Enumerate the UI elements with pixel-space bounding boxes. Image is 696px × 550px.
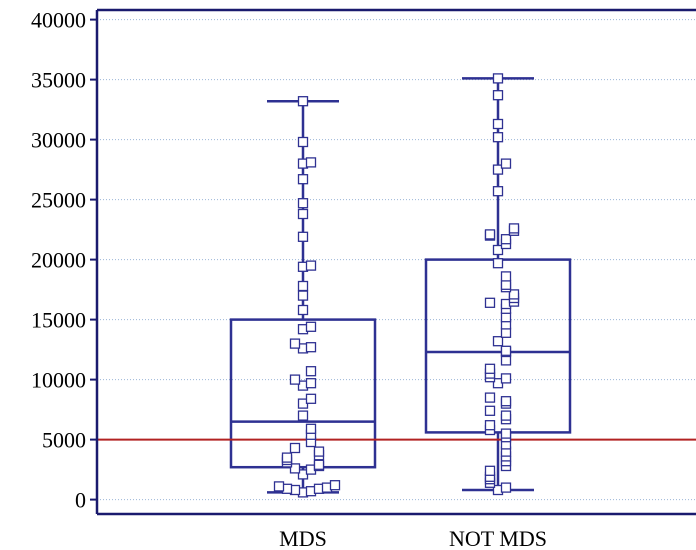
data-point bbox=[484, 420, 496, 431]
y-tick-label: 5000 bbox=[42, 428, 86, 453]
data-points bbox=[273, 73, 520, 498]
y-tick-label: 20000 bbox=[31, 248, 86, 273]
data-point bbox=[297, 198, 309, 209]
data-point bbox=[500, 410, 512, 421]
data-point bbox=[500, 271, 512, 282]
data-point bbox=[329, 480, 341, 491]
data-point bbox=[484, 465, 496, 476]
data-point bbox=[492, 244, 504, 256]
data-point bbox=[508, 289, 520, 300]
data-point bbox=[297, 96, 309, 107]
data-point bbox=[289, 442, 301, 454]
data-point bbox=[492, 118, 504, 130]
data-point bbox=[297, 208, 309, 220]
data-point bbox=[297, 280, 309, 292]
data-point bbox=[500, 279, 512, 290]
data-point bbox=[484, 392, 496, 403]
data-point bbox=[500, 428, 512, 439]
data-point bbox=[492, 73, 504, 84]
data-point bbox=[492, 164, 504, 175]
data-point bbox=[500, 373, 512, 384]
data-point bbox=[305, 321, 317, 332]
data-point bbox=[500, 355, 512, 366]
data-point bbox=[289, 463, 301, 474]
axes bbox=[95, 8, 696, 516]
data-point bbox=[500, 345, 512, 356]
data-point bbox=[281, 452, 293, 463]
boxes bbox=[229, 77, 572, 494]
category-label: NOT MDS bbox=[449, 526, 547, 550]
y-tick-label: 0 bbox=[75, 488, 86, 513]
data-point bbox=[484, 229, 496, 240]
data-point bbox=[500, 482, 512, 493]
data-point bbox=[313, 459, 325, 470]
y-tick-label: 15000 bbox=[31, 308, 86, 333]
data-point bbox=[305, 423, 317, 434]
y-tick-label: 30000 bbox=[31, 128, 86, 153]
data-point bbox=[305, 378, 317, 389]
y-axis-ticks: 0 5000 10000 15000 20000 25000 30000 35000 40000 bbox=[31, 8, 97, 513]
data-point bbox=[500, 312, 512, 323]
data-point bbox=[492, 186, 504, 197]
data-point bbox=[484, 297, 496, 308]
data-point bbox=[484, 363, 496, 374]
data-point bbox=[500, 396, 512, 407]
category-label: MDS bbox=[279, 526, 327, 550]
y-tick-label: 25000 bbox=[31, 188, 86, 213]
data-point bbox=[297, 136, 309, 148]
y-tick-label: 35000 bbox=[31, 68, 86, 93]
data-point bbox=[492, 132, 504, 143]
data-point bbox=[500, 234, 512, 245]
data-point bbox=[508, 223, 520, 234]
data-point bbox=[273, 481, 285, 492]
data-point bbox=[492, 90, 504, 101]
data-point bbox=[492, 336, 504, 347]
y-tick-label: 10000 bbox=[31, 368, 86, 393]
x-axis-categories: MDS NOT MDS bbox=[279, 526, 547, 550]
data-point bbox=[289, 374, 301, 385]
data-point bbox=[297, 231, 309, 242]
data-point bbox=[500, 158, 512, 169]
data-point bbox=[297, 304, 309, 316]
data-point bbox=[305, 260, 317, 271]
data-point bbox=[484, 405, 496, 416]
gridlines bbox=[97, 19, 696, 501]
data-point bbox=[297, 174, 309, 185]
data-point bbox=[305, 342, 317, 353]
data-point bbox=[297, 290, 309, 301]
data-point bbox=[313, 446, 325, 457]
data-point bbox=[305, 366, 317, 377]
data-point bbox=[289, 338, 301, 349]
data-point bbox=[305, 393, 317, 404]
data-point bbox=[297, 410, 309, 421]
box bbox=[229, 318, 377, 469]
data-point bbox=[500, 327, 512, 338]
y-tick-label: 40000 bbox=[31, 8, 86, 33]
data-point bbox=[305, 157, 317, 168]
data-point bbox=[492, 258, 504, 269]
